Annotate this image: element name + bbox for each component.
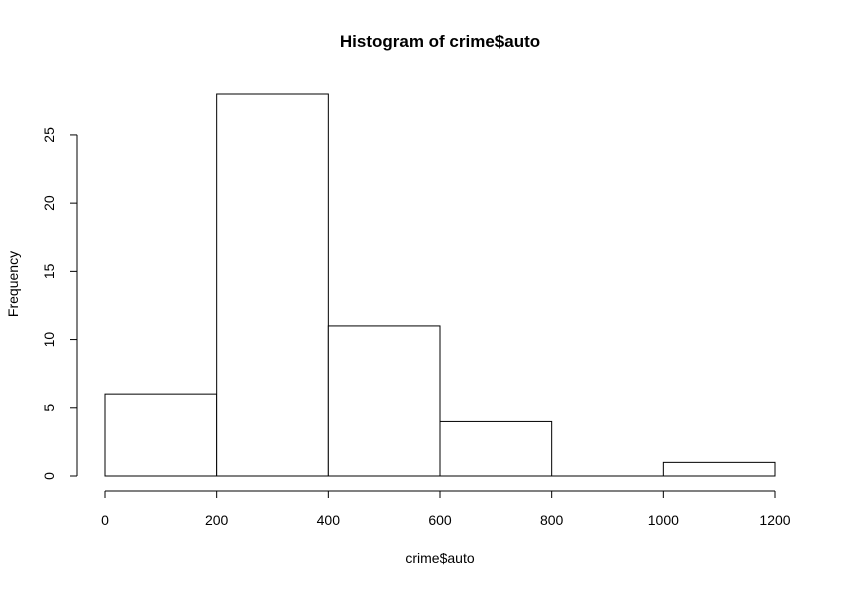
histogram-bar-1000-1200 [662,461,776,477]
y-tick-label: 5 [41,404,57,412]
histogram-bar-600-800 [439,420,553,477]
y-axis-label: Frequency [5,251,21,317]
bars-group [104,93,776,477]
x-axis: 0 200 400 600 800 1000 1200 [101,490,791,528]
x-tick-label: 0 [101,512,109,528]
histogram-bar-200-400 [216,93,329,477]
x-tick-label: 800 [540,512,564,528]
y-tick-label: 0 [41,472,57,480]
histogram-bar-400-600 [327,325,441,477]
y-tick-label: 20 [41,195,57,211]
y-tick-label: 15 [41,263,57,279]
x-axis-label: crime$auto [405,550,474,566]
chart-title: Histogram of crime$auto [340,32,540,51]
x-tick-label: 1000 [648,512,679,528]
x-tick-label: 400 [317,512,341,528]
x-tick-label: 200 [205,512,229,528]
y-tick-label: 10 [41,332,57,348]
histogram-bar-0-200 [104,393,218,477]
y-tick-label: 25 [41,127,57,143]
y-axis: 0 5 10 15 20 25 [41,127,78,480]
x-tick-label: 1200 [759,512,790,528]
x-tick-label: 600 [428,512,452,528]
